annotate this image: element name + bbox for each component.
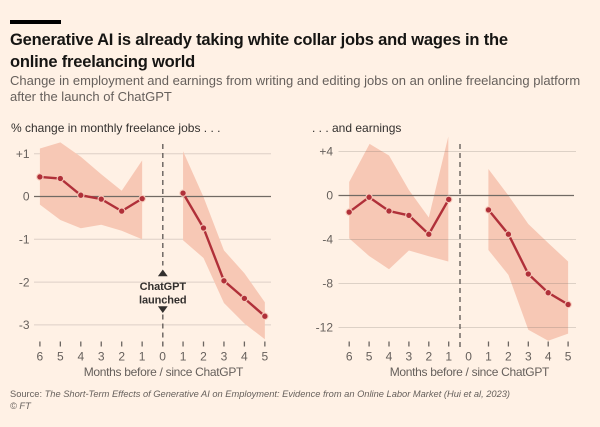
svg-text:2: 2	[200, 350, 207, 364]
svg-text:-1: -1	[19, 233, 30, 247]
svg-text:1: 1	[139, 350, 146, 364]
svg-text:+1: +1	[16, 147, 30, 161]
svg-text:3: 3	[525, 350, 532, 364]
svg-text:4: 4	[545, 350, 552, 364]
svg-text:2: 2	[425, 350, 432, 364]
svg-text:Months before / since ChatGPT: Months before / since ChatGPT	[390, 365, 550, 379]
svg-text:6: 6	[346, 350, 353, 364]
svg-text:+4: +4	[319, 145, 333, 159]
svg-text:0: 0	[159, 350, 166, 364]
svg-text:5: 5	[366, 350, 373, 364]
svg-text:3: 3	[221, 350, 228, 364]
svg-text:4: 4	[77, 350, 84, 364]
svg-text:6: 6	[37, 350, 44, 364]
svg-text:-3: -3	[19, 318, 30, 332]
svg-text:launched: launched	[139, 295, 187, 307]
svg-text:3: 3	[406, 350, 413, 364]
svg-text:-8: -8	[322, 277, 333, 291]
svg-text:ChatGPT: ChatGPT	[140, 281, 187, 293]
svg-text:3: 3	[98, 350, 105, 364]
svg-text:1: 1	[485, 350, 492, 364]
svg-text:-12: -12	[316, 321, 334, 335]
svg-text:5: 5	[57, 350, 64, 364]
svg-text:-4: -4	[322, 233, 333, 247]
svg-text:-2: -2	[19, 275, 30, 289]
svg-text:4: 4	[386, 350, 393, 364]
svg-text:5: 5	[262, 350, 269, 364]
svg-text:% change in monthly freelance: % change in monthly freelance jobs . . .	[11, 121, 220, 135]
svg-text:0: 0	[465, 350, 472, 364]
svg-text:. . . and earnings: . . . and earnings	[312, 121, 401, 135]
svg-text:4: 4	[241, 350, 248, 364]
svg-text:1: 1	[445, 350, 452, 364]
svg-text:0: 0	[326, 189, 333, 203]
svg-text:Months before / since ChatGPT: Months before / since ChatGPT	[84, 365, 244, 379]
svg-text:2: 2	[505, 350, 512, 364]
svg-text:5: 5	[565, 350, 572, 364]
svg-text:0: 0	[23, 190, 30, 204]
svg-text:1: 1	[180, 350, 187, 364]
svg-text:2: 2	[118, 350, 125, 364]
